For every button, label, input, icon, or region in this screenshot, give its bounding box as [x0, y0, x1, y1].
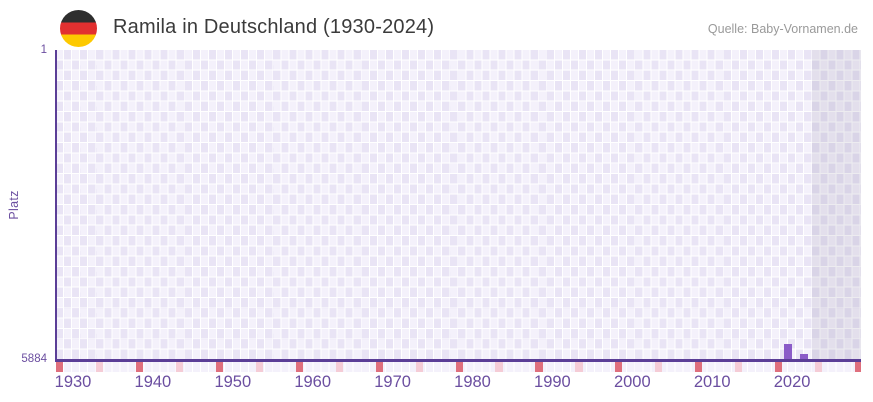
x-tick-label: 2000 [613, 373, 651, 391]
minor-tick [575, 362, 583, 372]
minor-tick [175, 362, 184, 372]
x-tick-strip [56, 362, 861, 372]
major-tick [135, 362, 144, 372]
y-tick-top: 1 [40, 44, 47, 56]
rank-bar-2019[interactable] [783, 343, 792, 360]
plot-area [56, 50, 861, 360]
recent-years-overlay [812, 50, 861, 360]
x-tick-label: 1980 [454, 373, 491, 391]
minor-tick [495, 362, 503, 372]
x-tick-label: 1930 [54, 373, 92, 391]
x-tick-label: 1970 [374, 373, 411, 391]
major-tick [855, 362, 861, 372]
x-tick-label: 1960 [294, 373, 332, 391]
y-tick-bottom: 5884 [21, 353, 47, 365]
x-tick-label: 1940 [134, 373, 172, 391]
major-tick [215, 362, 223, 372]
major-tick [695, 362, 703, 372]
rank-bar-2021[interactable] [799, 354, 808, 360]
y-axis-label: Platz [7, 190, 21, 220]
minor-tick [415, 362, 423, 372]
major-tick [615, 362, 623, 372]
minor-tick [335, 362, 343, 372]
source-attribution: Quelle: Baby-Vornamen.de [707, 22, 858, 36]
major-tick [375, 362, 383, 372]
minor-tick [655, 362, 663, 372]
y-axis-line [55, 50, 57, 360]
germany-flag-icon [60, 10, 97, 47]
x-tick-label: 1990 [534, 373, 571, 391]
minor-tick [735, 362, 743, 372]
chart-title: Ramila in Deutschland (1930-2024) [113, 16, 435, 38]
x-tick-label: 2010 [693, 373, 731, 391]
x-tick-label: 2020 [773, 373, 811, 391]
major-tick [56, 362, 64, 372]
minor-tick [815, 362, 823, 372]
minor-tick [255, 362, 263, 372]
x-tick-label: 1950 [214, 373, 252, 391]
major-tick [535, 362, 543, 372]
major-tick [295, 362, 303, 372]
major-tick [775, 362, 783, 372]
major-tick [455, 362, 463, 372]
x-axis-line [55, 359, 861, 362]
minor-tick [95, 362, 104, 372]
